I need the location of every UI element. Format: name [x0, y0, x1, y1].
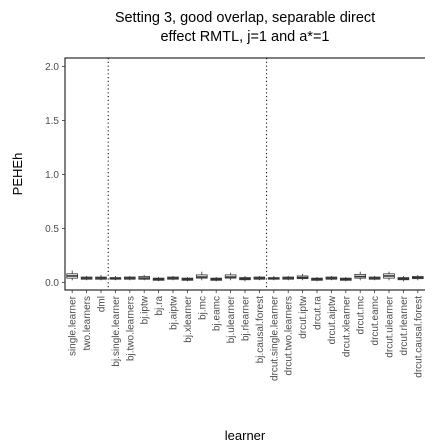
x-tick-label-bj-rlearner: bj.rlearner [241, 295, 252, 341]
x-tick-label-bj-eamc: bj.eamc [212, 296, 223, 331]
y-tick-label-0: 0.0 [45, 278, 59, 289]
x-tick-label-drcut-mc: drcut.mc [356, 296, 367, 334]
x-tick-label-drcut-iptw: drcut.iptw [298, 295, 309, 339]
x-tick-label-drcut-xlearner: drcut.xlearner [341, 295, 352, 357]
x-tick-label-two-learners: two.learners [82, 296, 93, 350]
x-tick-label-bj-ra: bj.ra [154, 296, 165, 316]
x-tick-label-bj-two-learners: bj.two.learners [125, 296, 136, 361]
x-tick-label-bj-ulearner: bj.ulearner [226, 295, 237, 343]
y-tick-label-2: 1.0 [45, 170, 59, 181]
x-tick-label-drcut-aiptw: drcut.aiptw [327, 295, 338, 344]
y-tick-label-4: 2.0 [45, 62, 59, 73]
y-tick-label-1: 0.5 [45, 224, 59, 235]
x-tick-label-drcut-two-learners: drcut.two.learners [284, 296, 295, 375]
x-axis-label: learner [225, 428, 266, 443]
x-tick-label-bj-single-learner: bj.single.learner [111, 295, 122, 366]
x-tick-label-bj-aiptw: bj.aiptw [169, 295, 180, 330]
x-tick-label-single-learner: single.learner [68, 295, 79, 356]
x-tick-label-drcut-ra: drcut.ra [313, 296, 324, 330]
chart-marks: 0.0 0.5 1.0 1.5 2.0 single.learner two.learner… [45, 57, 425, 381]
plot-frame [64, 57, 425, 291]
x-tick-label-dml: dml [97, 296, 108, 312]
x-tick-label-drcut-eamc: drcut.eamc [370, 296, 381, 345]
x-tick-label-drcut-single-learner: drcut.single.learner [269, 295, 280, 381]
y-axis-label: PEHEh [10, 153, 25, 196]
x-tick-label-drcut-rlearner: drcut.rlearner [399, 295, 410, 355]
chart-title-line-2: effect RMTL, j=1 and a*=1 [160, 29, 329, 45]
x-tick-label-bj-iptw: bj.iptw [140, 295, 151, 324]
y-tick-label-3: 1.5 [45, 116, 59, 127]
chart-title-line-1: Setting 3, good overlap, separable direc… [115, 10, 375, 26]
x-tick-label-drcut-causal-forest: drcut.causal.forest [413, 296, 424, 378]
x-tick-label-bj-causal-forest: bj.causal.forest [255, 296, 266, 363]
x-tick-label-drcut-ulearner: drcut.ulearner [385, 295, 396, 357]
x-tick-label-bj-xlearner: bj.xlearner [183, 295, 194, 342]
x-tick-label-bj-mc: bj.mc [197, 296, 208, 320]
